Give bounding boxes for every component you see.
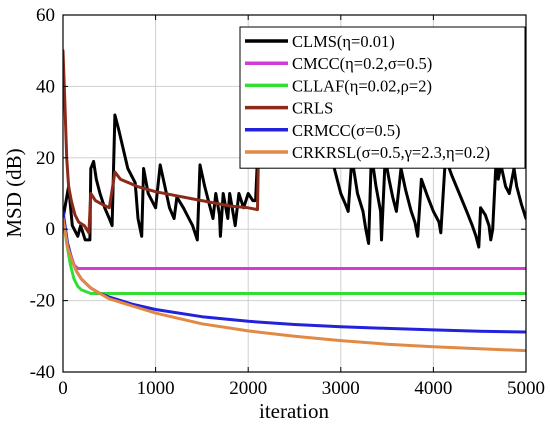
x-tick-label-0: 0 (58, 378, 68, 399)
x-tick-label-3: 3000 (322, 378, 360, 399)
legend: CLMS(η=0.01) CMCC(η=0.2,σ=0.5) CLLAF(η=0.0… (239, 26, 526, 169)
legend-label-0: CLMS(η=0.01) (292, 32, 395, 51)
y-tick-label-3: 20 (36, 148, 55, 169)
axis-ticks: 0 1000 2000 3000 4000 5000 -40 -20 0 20 40 60 (30, 5, 545, 399)
legend-label-3: CRLS (292, 99, 333, 118)
legend-box (239, 26, 526, 169)
x-tick-label-4: 4000 (414, 378, 452, 399)
x-axis-title: iteration (259, 399, 329, 423)
legend-label-2: CLLAF(η=0.02,ρ=2) (292, 76, 432, 95)
x-tick-label-2: 2000 (229, 378, 267, 399)
plot-area-frame (62, 14, 527, 373)
y-tick-label-5: 60 (36, 5, 55, 26)
series-line-2 (63, 213, 526, 295)
y-tick-label-1: -20 (30, 291, 55, 312)
series-line-5 (63, 217, 526, 353)
x-tick-label-1: 1000 (137, 378, 175, 399)
y-tick-label-2: 0 (46, 219, 56, 240)
series-line-1 (63, 217, 526, 270)
series-lines (63, 49, 526, 353)
legend-label-1: CMCC(η=0.2,σ=0.5) (292, 54, 432, 73)
x-tick-label-5: 5000 (507, 378, 545, 399)
legend-label-5: CRKRSL(σ=0.5,γ=2.3,η=0.2) (292, 143, 490, 162)
y-axis-title: MSD (dB) (2, 148, 26, 237)
legend-label-4: CRMCC(σ=0.5) (292, 121, 401, 140)
y-tick-label-4: 40 (36, 76, 55, 97)
y-tick-label-0: -40 (30, 362, 55, 383)
